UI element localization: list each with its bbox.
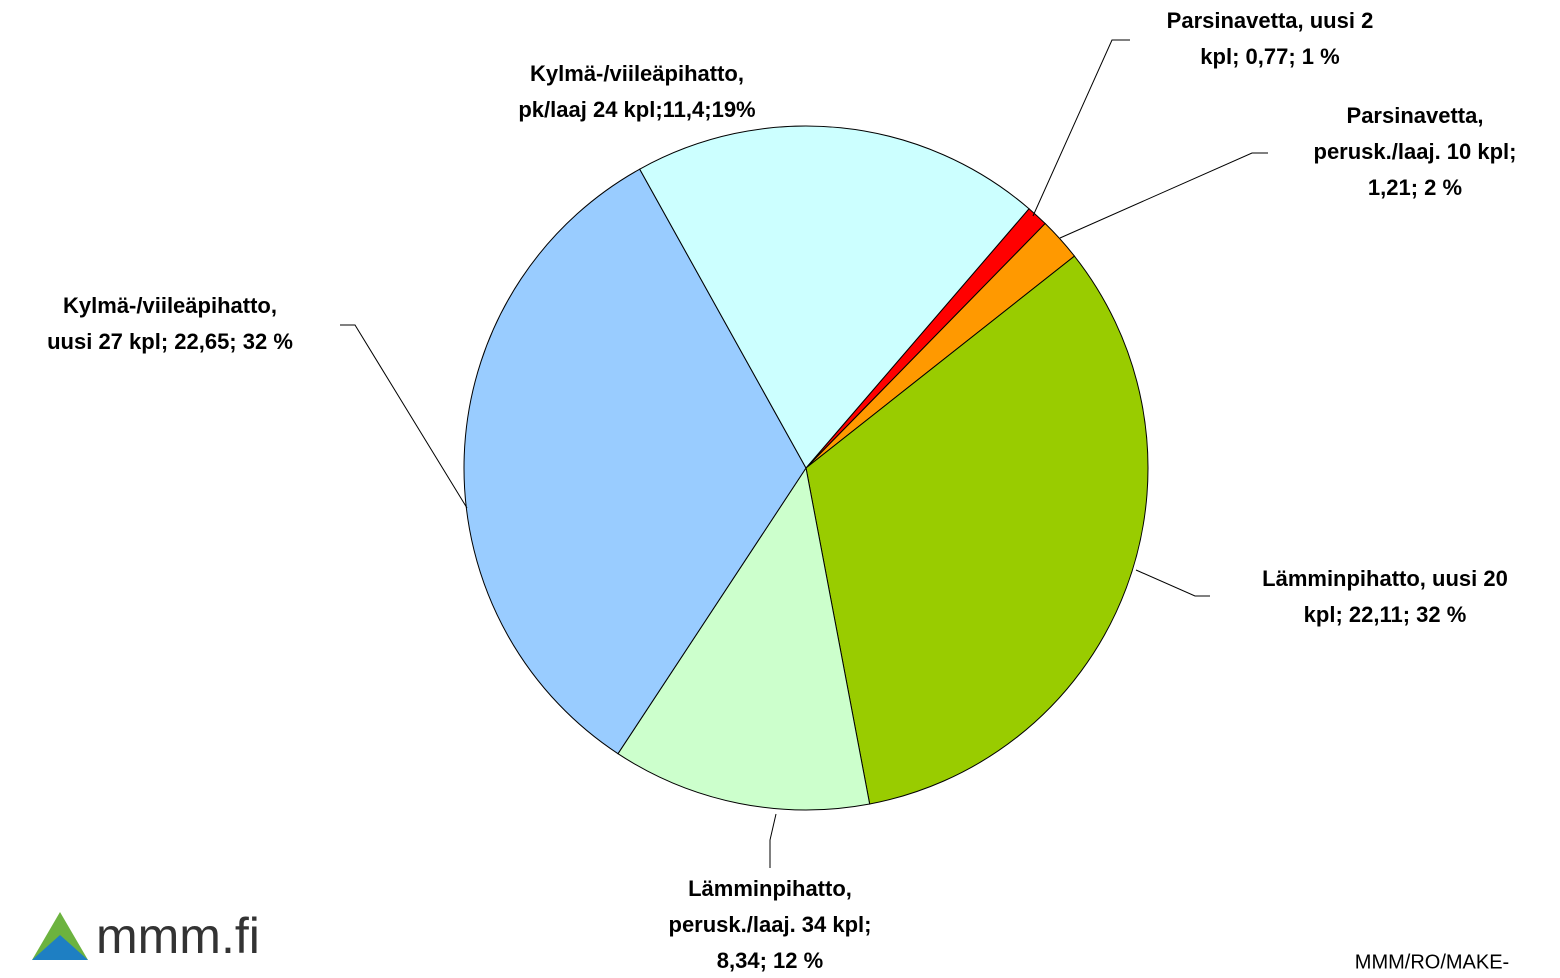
- leader-line: [769, 813, 777, 868]
- slice-label: Kylmä-/viileäpihatto,: [63, 293, 277, 318]
- slice-label: kpl; 22,11; 32 %: [1304, 602, 1467, 627]
- slice-label: Parsinavetta, uusi 2: [1167, 8, 1374, 33]
- slice-label: Lämminpihatto,: [688, 876, 852, 901]
- footer: MMM/RO/MAKE-: [1355, 951, 1509, 973]
- slice-label: perusk./laaj. 34 kpl;: [669, 912, 872, 937]
- slice: [639, 125, 1030, 469]
- slice-label: 8,34; 12 %: [717, 948, 823, 973]
- leader-line: [1059, 152, 1268, 239]
- logo-text: mmm.fi: [96, 908, 260, 964]
- leader-line: [1032, 39, 1130, 217]
- slice-label: kpl; 0,77; 1 %: [1200, 44, 1339, 69]
- leader-line: [1135, 569, 1210, 597]
- slice-label: 1,21; 2 %: [1368, 175, 1462, 200]
- slice: [617, 466, 871, 811]
- slice-label: Lämminpihatto, uusi 20: [1262, 566, 1508, 591]
- slice: [805, 255, 1149, 805]
- slice-label: Kylmä-/viileäpihatto,: [530, 61, 744, 86]
- leader-line: [340, 324, 468, 509]
- slice-label: perusk./laaj. 10 kpl;: [1314, 139, 1517, 164]
- slice-label: uusi 27 kpl; 22,65; 32 %: [47, 329, 293, 354]
- logo-icon-base: [32, 935, 88, 960]
- slice-label: Parsinavetta,: [1347, 103, 1484, 128]
- slice-label: pk/laaj 24 kpl;11,4;19%: [518, 97, 755, 122]
- logo: mmm.fi: [32, 908, 260, 964]
